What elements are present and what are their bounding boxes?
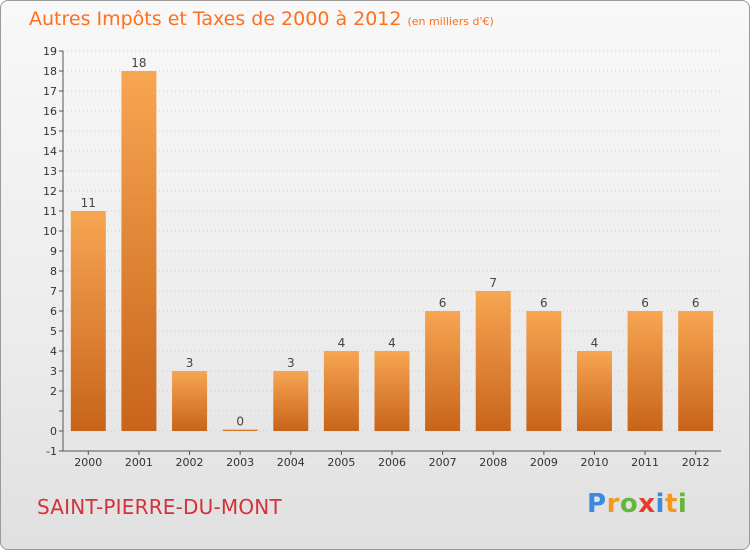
data-label-2005: 4 xyxy=(338,336,346,350)
x-tick-label-2011: 2011 xyxy=(631,456,659,469)
data-label-2011: 6 xyxy=(641,296,649,310)
proxiti-logo: Proxiti xyxy=(587,489,687,519)
bar-2001 xyxy=(121,71,157,431)
x-tick-label-2008: 2008 xyxy=(479,456,507,469)
y-tick-label: 10 xyxy=(43,225,57,238)
y-tick-label: 6 xyxy=(50,305,57,318)
data-label-2009: 6 xyxy=(540,296,548,310)
x-tick-label-2001: 2001 xyxy=(125,456,153,469)
y-tick-label: 18 xyxy=(43,65,57,78)
data-label-2012: 6 xyxy=(692,296,700,310)
y-tick-label: 7 xyxy=(50,285,57,298)
bar-layer xyxy=(70,71,714,431)
data-label-2004: 3 xyxy=(287,356,295,370)
logo-letter: r xyxy=(606,489,620,519)
data-label-2010: 4 xyxy=(591,336,599,350)
label-layer: 11 18 3 0 3 4 4 6 7 6 4 6 6 xyxy=(81,56,700,429)
bar-2006 xyxy=(374,351,410,431)
y-tick-label: 11 xyxy=(43,205,57,218)
logo-letter: o xyxy=(619,489,639,519)
x-tick-label-2005: 2005 xyxy=(327,456,355,469)
chart-unit: (en milliers d'€) xyxy=(407,15,494,28)
data-label-2007: 6 xyxy=(439,296,447,310)
logo-letter: t xyxy=(664,489,678,519)
x-tick-label-2010: 2010 xyxy=(580,456,608,469)
y-tick-label: -1 xyxy=(46,445,57,458)
y-tick-label: 9 xyxy=(50,245,57,258)
y-tick-label: 17 xyxy=(43,85,57,98)
logo-letter: i xyxy=(655,489,665,519)
axis-layer: -1 0 2 3 4 5 6 7 8 9 10 11 12 13 14 15 16 17 18 19 2000 2001 2… xyxy=(43,45,721,469)
y-tick-label: 13 xyxy=(43,165,57,178)
data-label-2002: 3 xyxy=(186,356,194,370)
bar-2005 xyxy=(323,351,359,431)
y-tick-label: 4 xyxy=(50,345,57,358)
logo-letter: P xyxy=(587,489,607,519)
y-tick-label: 3 xyxy=(50,365,57,378)
x-tick-label-2006: 2006 xyxy=(378,456,406,469)
bar-2012 xyxy=(678,311,714,431)
y-tick-label: 8 xyxy=(50,265,57,278)
bar-2011 xyxy=(627,311,663,431)
data-label-2008: 7 xyxy=(489,276,497,290)
bar-2004 xyxy=(273,371,309,431)
town-name: SAINT-PIERRE-DU-MONT xyxy=(37,495,282,519)
y-tick-label: 2 xyxy=(50,385,57,398)
bar-2010 xyxy=(576,351,612,431)
logo-letter: x xyxy=(638,489,656,519)
x-tick-label-2002: 2002 xyxy=(176,456,204,469)
chart-title-block: Autres Impôts et Taxes de 2000 à 2012 (en… xyxy=(29,8,494,30)
y-tick-label: 0 xyxy=(50,425,57,438)
x-tick-label-2004: 2004 xyxy=(277,456,305,469)
y-tick-label: 15 xyxy=(43,125,57,138)
bar-2002 xyxy=(172,371,208,431)
data-label-2003: 0 xyxy=(236,415,244,429)
x-tick-label-2007: 2007 xyxy=(429,456,457,469)
y-tick-label: 16 xyxy=(43,105,57,118)
data-label-2000: 11 xyxy=(81,196,96,210)
bar-2003 xyxy=(222,429,258,431)
y-tick-label: 12 xyxy=(43,185,57,198)
x-tick-label-2009: 2009 xyxy=(530,456,558,469)
data-label-2006: 4 xyxy=(388,336,396,350)
bar-2008 xyxy=(475,291,511,431)
x-tick-label-2012: 2012 xyxy=(682,456,710,469)
bar-2000 xyxy=(70,211,106,431)
logo-letter: i xyxy=(677,489,688,519)
x-tick-label-2003: 2003 xyxy=(226,456,254,469)
data-label-2001: 18 xyxy=(131,56,146,70)
x-tick-label-2000: 2000 xyxy=(74,456,102,469)
y-tick-label: 19 xyxy=(43,45,57,58)
bar-2009 xyxy=(526,311,562,431)
y-tick-label: 14 xyxy=(43,145,57,158)
bar-2007 xyxy=(425,311,461,431)
chart-title: Autres Impôts et Taxes de 2000 à 2012 xyxy=(29,8,402,30)
y-tick-label: 5 xyxy=(50,325,57,338)
